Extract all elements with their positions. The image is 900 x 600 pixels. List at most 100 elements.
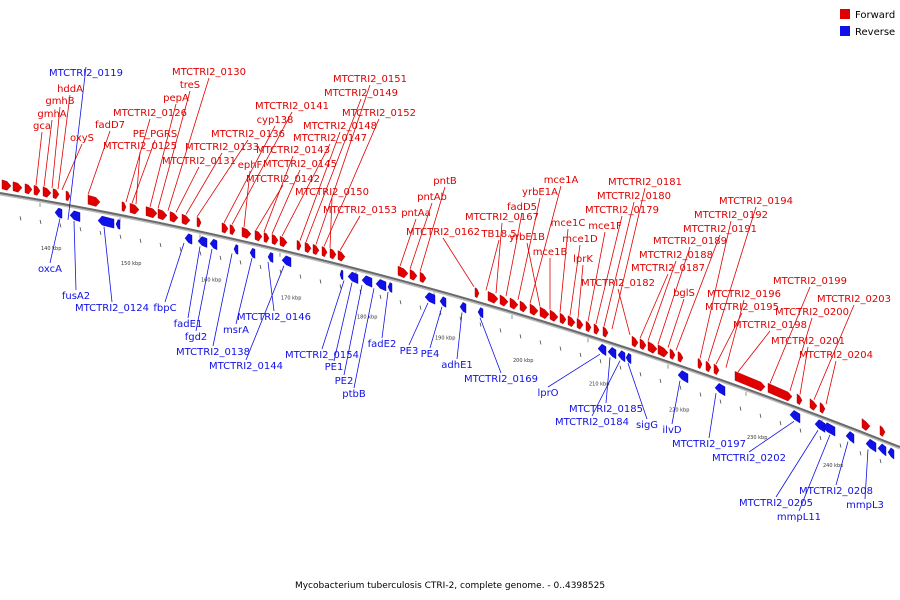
leader-line <box>343 285 363 376</box>
gene-label: MTCTRI2_0169 <box>464 374 538 385</box>
legend-label-forward: Forward <box>855 10 895 21</box>
leader-line <box>131 139 156 204</box>
scale-tick-label: 240 kbp <box>823 463 843 469</box>
leader-line <box>813 304 855 400</box>
forward-gene <box>12 181 23 193</box>
gene-label: PE2 <box>335 376 354 387</box>
leader-line <box>231 111 293 225</box>
leader-line <box>103 226 113 303</box>
leader-line <box>825 360 837 405</box>
gene-label: MTCTRI2_0133 <box>185 142 259 153</box>
scale-minor-tick <box>479 322 482 327</box>
leader-line <box>591 360 621 417</box>
leader-line <box>125 118 151 203</box>
leader-line <box>789 317 813 391</box>
leader-line <box>799 346 809 395</box>
gene-label: MTCTRI2_0142 <box>246 174 320 185</box>
leader-line <box>485 239 500 291</box>
scale-tick-label: 230 kbp <box>747 435 767 441</box>
gene-label: fadE2 <box>368 339 397 350</box>
leader-line <box>87 130 111 195</box>
gene-label: MTCTRI2_0187 <box>631 263 705 274</box>
scale-minor-tick <box>59 223 62 228</box>
scale-minor-tick <box>599 359 602 364</box>
leader-line <box>73 221 77 291</box>
scale-tick-label: 140 kbp <box>41 246 61 252</box>
gene-label: oxcA <box>38 264 62 275</box>
gene-label: mce1A <box>544 175 579 186</box>
forward-gene <box>24 183 33 195</box>
gene-label: MTCTRI2_0180 <box>597 191 671 202</box>
scale-minor-tick <box>119 234 122 239</box>
forward-gene <box>329 248 337 260</box>
leader-line <box>167 77 210 211</box>
leader-line <box>419 186 446 272</box>
leader-line <box>381 291 389 339</box>
reverse-gene <box>887 447 895 460</box>
leader-line <box>135 151 141 205</box>
reverse-gene <box>97 215 115 229</box>
scale-tick-label: 180 kbp <box>357 315 377 321</box>
forward-gene <box>819 402 826 414</box>
scale-tick-label: 160 kbp <box>201 277 221 283</box>
gene-label: MTCTRI2_0145 <box>263 159 337 170</box>
forward-gene <box>129 203 140 215</box>
gene-label: MTCTRI2_0184 <box>555 417 629 428</box>
leader-line <box>775 430 819 498</box>
gene-label: mce1F <box>588 221 622 232</box>
leader-line <box>526 242 541 307</box>
scale-minor-tick <box>559 346 562 351</box>
leader-line <box>305 98 362 243</box>
gene-label: MTCTRI2_0200 <box>775 307 849 318</box>
leader-line <box>195 249 213 332</box>
leader-line <box>442 237 475 288</box>
leader-line <box>281 143 331 237</box>
leader-line <box>51 106 61 189</box>
forward-gene <box>181 213 191 226</box>
forward-gene <box>809 398 818 411</box>
leader-line <box>769 286 811 384</box>
forward-gene <box>705 360 712 373</box>
gene-label: ephF <box>238 160 263 171</box>
gene-label: treS <box>180 80 200 91</box>
gene-label: mmpL3 <box>846 500 884 511</box>
scale-tick-label: 200 kbp <box>513 358 533 364</box>
forward-gene <box>296 240 302 251</box>
gene-label: MTCTRI2_0189 <box>653 236 727 247</box>
leader-line <box>315 84 371 245</box>
gene-label: mce1C <box>551 218 586 229</box>
scale-tick-label: 220 kbp <box>669 408 689 414</box>
gene-label: mce1D <box>562 234 598 245</box>
reverse-gene <box>115 219 121 230</box>
gene-label: MTCTRI2_0154 <box>285 350 359 361</box>
forward-gene <box>169 211 179 223</box>
reverse-gene <box>625 352 632 365</box>
leader-line <box>323 118 380 247</box>
leader-line <box>245 265 285 361</box>
reverse-gene <box>714 383 726 397</box>
leader-line <box>798 434 831 512</box>
gene-label: MTCTRI2_0197 <box>672 439 746 450</box>
forward-gene <box>337 250 346 262</box>
leader-line <box>61 143 83 190</box>
leader-line <box>49 218 61 264</box>
gene-label: MTCTRI2_0179 <box>585 205 659 216</box>
reverse-gene <box>339 269 344 281</box>
forward-gene <box>796 393 803 406</box>
gene-label: fadD5 <box>507 202 537 213</box>
scale-minor-tick <box>19 216 22 221</box>
gene-label: MTCTRI2_0196 <box>707 289 781 300</box>
scale-minor-tick <box>719 399 722 404</box>
leader-line <box>255 184 284 231</box>
leader-line <box>715 312 743 365</box>
gene-label: MTCTRI2_0199 <box>773 276 847 287</box>
scale-minor-tick <box>679 385 682 390</box>
forward-gene <box>157 208 168 221</box>
gene-label: sigG <box>636 420 658 431</box>
scale-minor-tick <box>239 260 242 265</box>
leader-line <box>707 206 757 362</box>
reverse-gene <box>249 247 256 259</box>
leader-line <box>479 317 502 374</box>
gene-label: MTCTRI2_0153 <box>323 205 397 216</box>
